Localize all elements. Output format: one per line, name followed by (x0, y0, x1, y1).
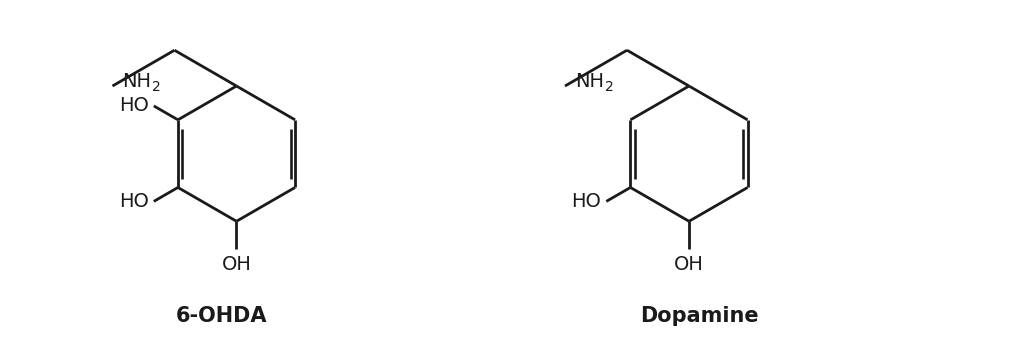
Text: 6-OHDA: 6-OHDA (176, 306, 268, 326)
Text: 2: 2 (605, 80, 614, 94)
Text: Dopamine: Dopamine (639, 306, 758, 326)
Text: 2: 2 (153, 80, 161, 94)
Text: HO: HO (119, 192, 149, 211)
Text: NH: NH (122, 72, 152, 90)
Text: NH: NH (575, 72, 604, 90)
Text: HO: HO (119, 96, 149, 115)
Text: HO: HO (571, 192, 602, 211)
Text: OH: OH (222, 255, 251, 274)
Text: OH: OH (674, 255, 704, 274)
